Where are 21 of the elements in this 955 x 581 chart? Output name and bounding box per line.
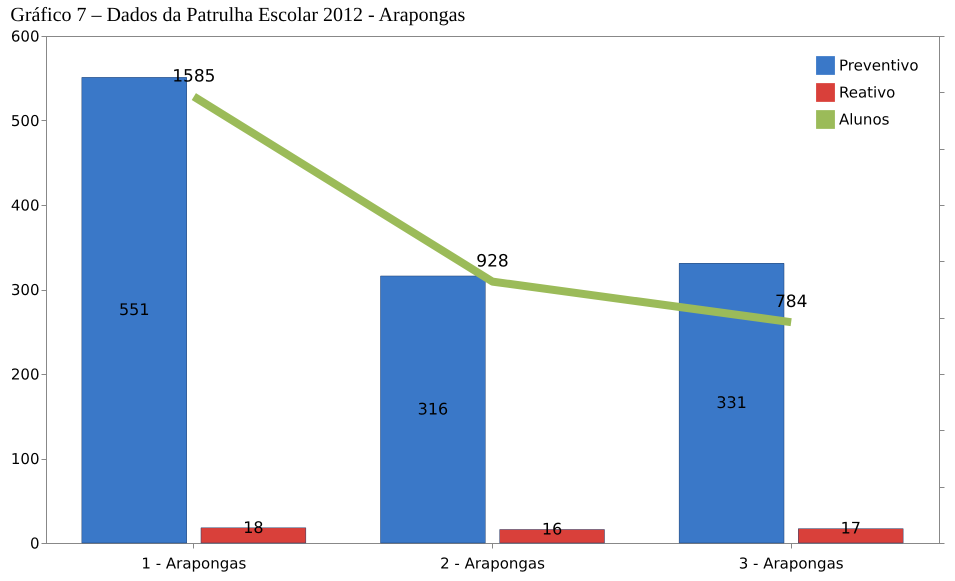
- y-tick-label: 300: [10, 281, 40, 299]
- y-tick-label: 0: [30, 534, 40, 552]
- y-tick-label: 600: [10, 28, 40, 46]
- y-tick-label: 200: [10, 366, 40, 384]
- x-tick-label: 1 - Arapongas: [141, 554, 246, 572]
- y-tick-label: 100: [10, 450, 40, 468]
- data-label: 18: [243, 518, 264, 537]
- data-label: 551: [118, 300, 150, 320]
- legend-label: Alunos: [839, 110, 890, 128]
- legend-label: Reativo: [839, 84, 896, 102]
- x-tick-label: 2 - Arapongas: [440, 554, 546, 572]
- bar: [380, 276, 486, 544]
- legend-label: Preventivo: [839, 56, 919, 74]
- data-label: 316: [418, 399, 448, 418]
- data-label: 928: [476, 252, 509, 272]
- data-label: 331: [716, 393, 747, 412]
- data-label: 1585: [172, 66, 216, 87]
- y-tick-label: 500: [10, 112, 40, 130]
- y-tick-label: 400: [10, 196, 40, 214]
- chart-title: Gráfico 7 – Dados da Patrulha Escolar 2012 - Arapongas: [10, 4, 466, 26]
- x-tick-label: 3 - Arapongas: [738, 554, 844, 572]
